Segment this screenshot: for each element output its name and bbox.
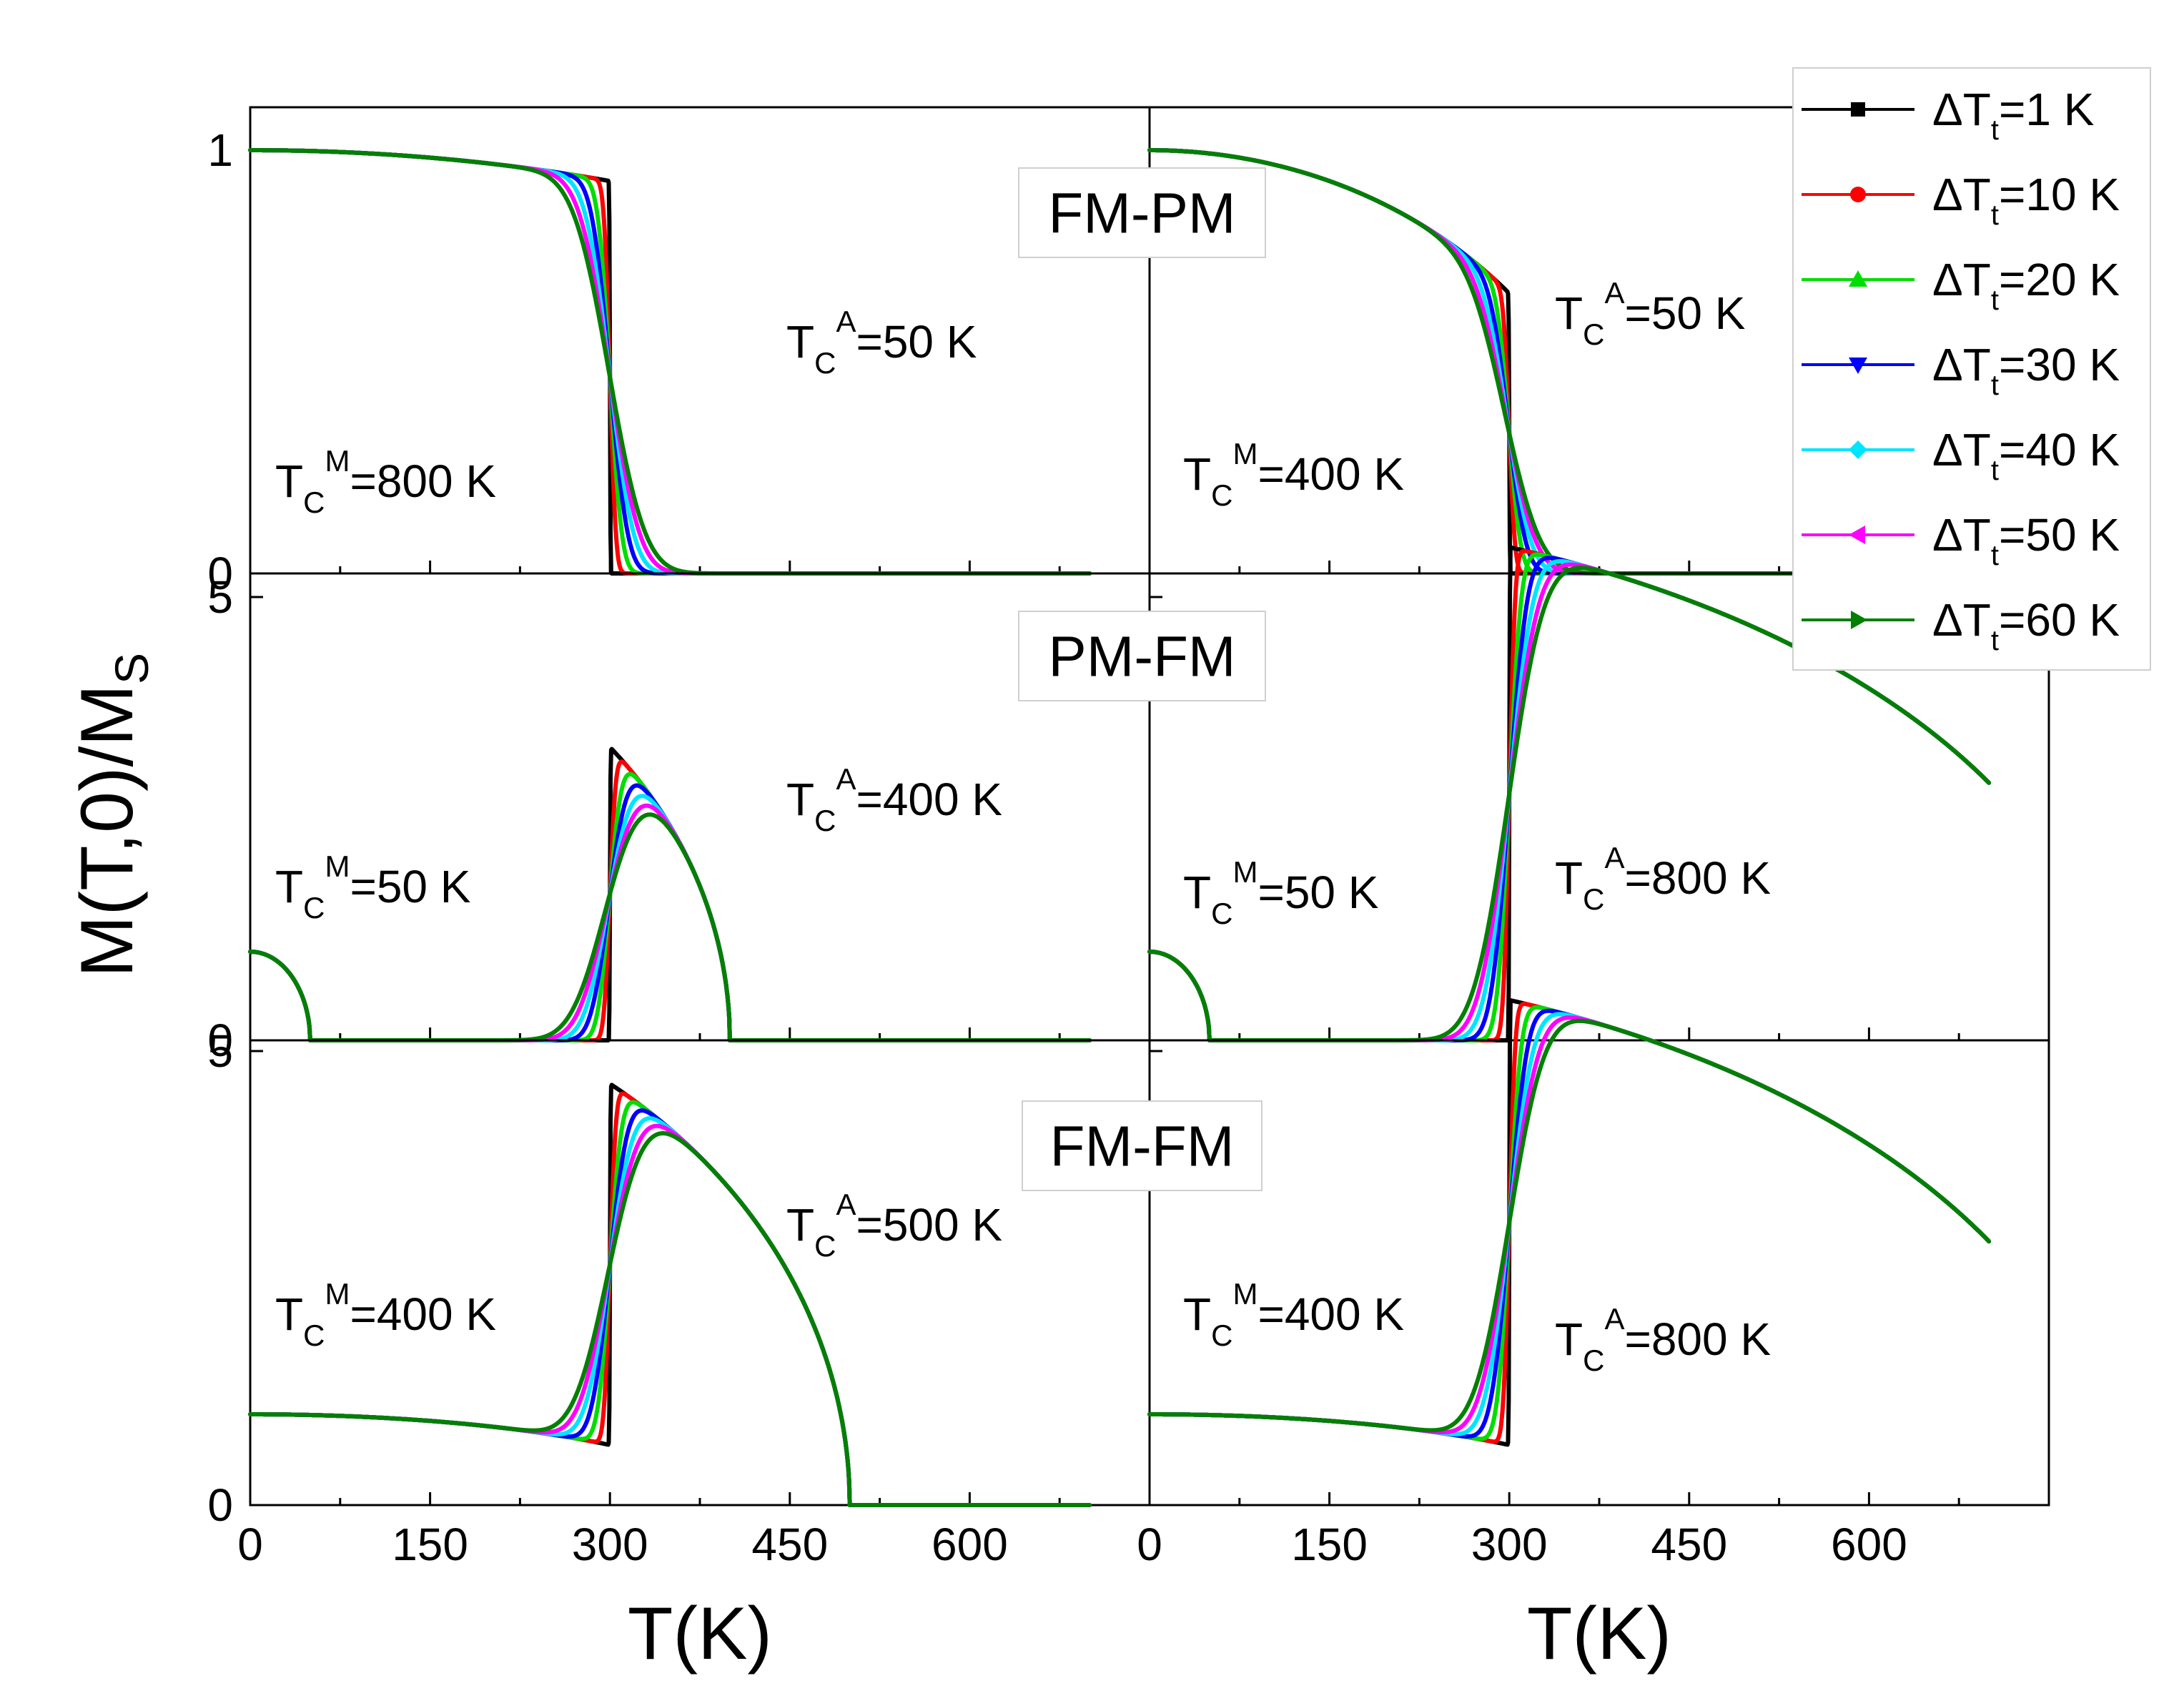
- row-label-text: FM-FM: [1050, 1115, 1235, 1178]
- legend-item: ΔTt=10 K: [1802, 169, 2120, 231]
- series-line-dT-10: [1147, 1002, 1992, 1444]
- row-label-text: FM-PM: [1048, 182, 1235, 245]
- legend-label: ΔTt=1 K: [1932, 84, 2094, 146]
- legend-item: ΔTt=50 K: [1802, 509, 2120, 571]
- annotation-tc-a: TCA=800 K: [1555, 841, 1771, 916]
- legend-item: ΔTt=1 K: [1802, 84, 2094, 146]
- x-tick-label: 300: [572, 1519, 648, 1570]
- legend-item: ΔTt=30 K: [1802, 339, 2120, 401]
- row-label: FM-FM: [1022, 1100, 1263, 1191]
- y-tick-label: 0: [207, 1015, 233, 1066]
- legend-marker-triangle-up: [1849, 270, 1867, 287]
- x-tick-label: 0: [237, 1519, 263, 1570]
- annotation-tc-a: TCA=400 K: [786, 762, 1002, 837]
- annotation-tc-a: TCA=50 K: [1555, 276, 1745, 351]
- series-line-dT-20: [1147, 1005, 1992, 1441]
- series-line-dT-1: [1147, 998, 1992, 1447]
- legend-label: ΔTt=60 K: [1932, 594, 2120, 656]
- annotation-tc-a: TCA=50 K: [786, 305, 977, 380]
- annotation-tc-m: TCM=400 K: [1183, 1277, 1404, 1352]
- row-label: FM-PM: [1018, 167, 1266, 258]
- series-line-dT-40: [1147, 1012, 1992, 1436]
- panel-fm-fm-left: 0 5 TCM=400 K TCA=500 K: [207, 1025, 1151, 1531]
- curves: [1147, 998, 1992, 1447]
- panel-frame: [249, 1039, 1151, 1507]
- annotation-tc-m: TCM=50 K: [275, 849, 470, 925]
- y-tick-label: 5: [207, 571, 233, 623]
- y-tick-label: 0: [207, 1479, 233, 1531]
- legend-marker-triangle-left: [1849, 526, 1865, 544]
- x-tick-label: 450: [1651, 1519, 1727, 1570]
- row-label-box: [1018, 167, 1266, 258]
- annotation-tc-a: TCA=800 K: [1555, 1302, 1771, 1377]
- x-tick-label: 150: [1291, 1519, 1368, 1570]
- legend-label: ΔTt=10 K: [1932, 169, 2120, 231]
- legend-label: ΔTt=50 K: [1932, 509, 2120, 571]
- annotation-tc-a: TCA=500 K: [786, 1188, 1002, 1263]
- row-label-box: [1018, 611, 1266, 701]
- annotation-tc-m: TCM=400 K: [1183, 437, 1404, 512]
- annotation-tc-m: TCM=800 K: [275, 444, 496, 519]
- series-line-dT-50: [1147, 1015, 1992, 1434]
- y-tick-label: 0: [207, 548, 233, 599]
- x-tick-label: 150: [392, 1519, 468, 1570]
- row-label-text: PM-FM: [1048, 625, 1235, 689]
- legend-marker-square: [1851, 102, 1865, 117]
- row-label-box: [1022, 1100, 1263, 1191]
- legend-label: ΔTt=20 K: [1932, 254, 2120, 316]
- legend-item: ΔTt=40 K: [1802, 424, 2120, 486]
- series-line-dT-30: [1147, 1008, 1992, 1439]
- annotation-tc-m: TCM=50 K: [1183, 855, 1378, 930]
- legend-label: ΔTt=30 K: [1932, 339, 2120, 401]
- series-line-dT-60: [1147, 1018, 1992, 1433]
- panel-fm-pm-left: 0 1 TCM=800 K TCA=50 K: [207, 106, 1151, 599]
- panel-frame: [1148, 1039, 2050, 1507]
- series-line-dT-60: [248, 812, 1092, 1042]
- x-tick-label: 600: [1831, 1519, 1907, 1570]
- legend-item: ΔTt=60 K: [1802, 594, 2120, 656]
- legend-label: ΔTt=40 K: [1932, 424, 2120, 486]
- y-axis-title: M(T,0)/MS: [66, 653, 158, 977]
- x-tick-label: 600: [932, 1519, 1008, 1570]
- legend-marker-triangle-right: [1851, 611, 1867, 629]
- y-tick-label: 5: [207, 1025, 233, 1077]
- panel-pm-fm-left: 0 5 TCM=50 K TCA=400 K: [207, 571, 1151, 1066]
- x-axis-title: T(K): [1527, 1592, 1671, 1675]
- series-line-dT-60: [248, 1131, 1092, 1507]
- x-tick-label: 300: [1471, 1519, 1548, 1570]
- annotation-tc-m: TCM=400 K: [275, 1277, 496, 1352]
- legend-marker-circle: [1850, 187, 1866, 202]
- curves: [248, 1083, 1092, 1507]
- legend-box: [1792, 67, 2151, 671]
- panel-fm-fm-right: TCM=400 K TCA=800 K: [1147, 998, 2050, 1507]
- x-tick-label: 450: [751, 1519, 828, 1570]
- row-label: PM-FM: [1018, 611, 1266, 701]
- y-tick-label: 1: [207, 124, 233, 176]
- legend-marker-diamond: [1849, 440, 1867, 459]
- panel-frame: [249, 572, 1151, 1042]
- legend-marker-triangle-down: [1849, 358, 1867, 374]
- legend: ΔTt=1 K ΔTt=10 K ΔTt=20 K ΔTt=30 K ΔTt=40 K Δ…: [1792, 67, 2151, 671]
- series-line-dT-50: [248, 803, 1092, 1042]
- x-axis-title: T(K): [628, 1592, 772, 1675]
- legend-item: ΔTt=20 K: [1802, 254, 2120, 316]
- x-tick-label: 0: [1137, 1519, 1162, 1570]
